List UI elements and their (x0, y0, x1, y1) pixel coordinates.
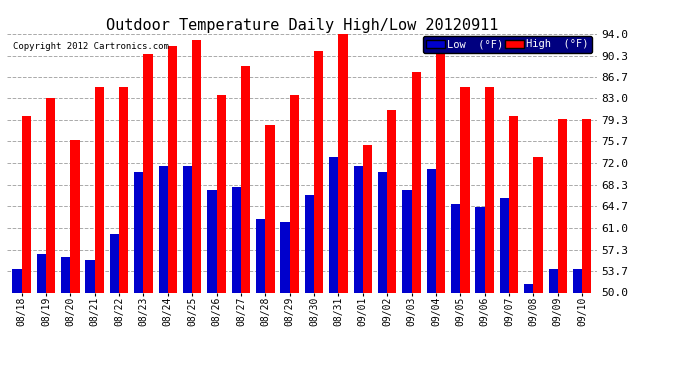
Bar (363, 146, 372, 292)
Bar (500, 198, 509, 292)
Bar (524, 284, 533, 292)
Bar (533, 157, 543, 292)
Bar (70, 140, 79, 292)
Bar (329, 157, 338, 292)
Bar (61, 257, 70, 292)
Bar (110, 234, 119, 292)
Bar (314, 51, 324, 292)
Bar (232, 187, 241, 292)
Bar (460, 87, 470, 292)
Bar (338, 31, 348, 292)
Title: Outdoor Temperature Daily High/Low 20120911: Outdoor Temperature Daily High/Low 20120… (106, 18, 498, 33)
Bar (46, 99, 55, 292)
Bar (134, 172, 144, 292)
Bar (159, 166, 168, 292)
Bar (411, 72, 421, 292)
Bar (207, 190, 217, 292)
Bar (144, 54, 152, 292)
Bar (86, 260, 95, 292)
Bar (509, 116, 518, 292)
Bar (426, 169, 436, 292)
Bar (305, 195, 314, 292)
Bar (168, 45, 177, 292)
Bar (558, 119, 567, 292)
Legend: Low  (°F), High  (°F): Low (°F), High (°F) (423, 36, 591, 52)
Bar (475, 207, 484, 292)
Bar (37, 254, 46, 292)
Bar (183, 166, 193, 292)
Bar (12, 269, 21, 292)
Bar (266, 125, 275, 292)
Bar (402, 190, 411, 292)
Bar (280, 222, 290, 292)
Bar (119, 87, 128, 292)
Bar (451, 204, 460, 292)
Bar (549, 269, 558, 292)
Bar (582, 119, 591, 292)
Bar (95, 87, 104, 292)
Bar (290, 96, 299, 292)
Bar (21, 116, 31, 292)
Bar (387, 110, 397, 292)
Bar (378, 172, 387, 292)
Bar (573, 269, 582, 292)
Bar (353, 166, 363, 292)
Bar (256, 219, 266, 292)
Bar (241, 66, 250, 292)
Bar (484, 87, 494, 292)
Text: Copyright 2012 Cartronics.com: Copyright 2012 Cartronics.com (13, 42, 168, 51)
Bar (436, 48, 445, 292)
Bar (217, 96, 226, 292)
Bar (193, 40, 201, 292)
